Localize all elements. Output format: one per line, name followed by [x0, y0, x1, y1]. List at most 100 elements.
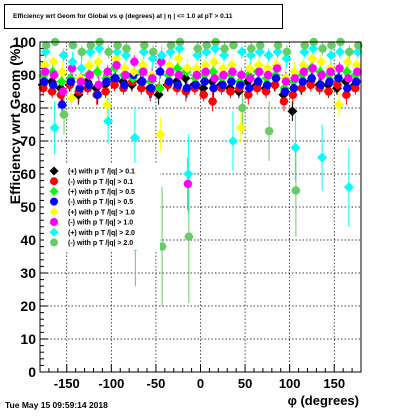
data-point — [333, 80, 342, 90]
data-point — [262, 80, 272, 90]
data-point — [281, 77, 291, 86]
data-point — [147, 53, 158, 64]
title-box: Efficiency wrt Geom for Global vs φ (deg… — [4, 4, 283, 29]
data-point — [138, 46, 149, 57]
data-point — [200, 60, 211, 71]
data-point — [210, 43, 221, 54]
data-point — [307, 53, 318, 64]
data-point — [226, 87, 235, 96]
data-point — [191, 80, 200, 90]
data-point — [85, 46, 96, 57]
data-point — [154, 83, 165, 94]
data-point — [354, 41, 363, 50]
data-point — [84, 80, 93, 90]
legend-marker — [49, 207, 59, 217]
data-point — [256, 41, 265, 50]
data-point — [219, 50, 230, 61]
y-tick-label: 80 — [20, 100, 36, 116]
data-point — [157, 242, 167, 251]
data-point — [352, 77, 361, 86]
data-point — [272, 64, 282, 73]
data-point — [77, 47, 87, 57]
data-point — [67, 56, 78, 67]
data-point — [192, 50, 203, 61]
y-tick-label: 30 — [20, 265, 36, 281]
data-point — [317, 70, 326, 80]
data-point — [138, 77, 147, 86]
data-point — [92, 66, 103, 77]
y-tick-label: 90 — [20, 67, 36, 83]
data-point — [111, 74, 120, 83]
data-point — [68, 41, 78, 50]
data-point — [236, 46, 247, 57]
data-point — [182, 84, 192, 93]
data-point — [209, 56, 220, 67]
data-point — [198, 83, 209, 94]
data-point — [263, 50, 274, 61]
data-point — [210, 74, 219, 83]
data-point — [110, 80, 119, 90]
data-point — [120, 50, 131, 61]
data-point — [139, 67, 148, 76]
data-point — [183, 179, 193, 189]
data-point — [298, 77, 307, 86]
y-tick-label: 60 — [20, 166, 36, 182]
data-point — [289, 84, 299, 93]
data-point — [245, 50, 256, 61]
data-point — [148, 74, 157, 83]
data-point — [326, 50, 337, 61]
data-point — [192, 70, 201, 80]
y-axis-label: Efficiency wrt Geom (%) — [7, 44, 23, 204]
y-tick-label: 100 — [13, 34, 37, 50]
data-point — [351, 84, 360, 93]
x-tick-label: -50 — [147, 376, 166, 391]
data-point — [153, 89, 164, 100]
data-point — [66, 93, 77, 104]
data-point — [174, 43, 185, 54]
data-point — [255, 67, 264, 76]
data-point — [290, 74, 300, 83]
data-point — [288, 90, 298, 100]
data-point — [182, 63, 193, 74]
data-point — [307, 74, 316, 83]
data-point — [220, 44, 229, 53]
data-point — [291, 186, 301, 195]
data-point — [228, 67, 237, 76]
data-point — [300, 41, 309, 50]
x-tick-label: 50 — [238, 376, 252, 391]
data-point — [308, 43, 319, 54]
data-point — [218, 63, 229, 74]
legend-marker — [49, 227, 59, 237]
data-point — [316, 56, 327, 67]
data-point — [201, 67, 210, 76]
data-point — [351, 60, 362, 71]
y-tick-label: 40 — [20, 232, 36, 248]
data-point — [112, 46, 123, 57]
data-point — [155, 67, 165, 76]
x-tick-label: 150 — [323, 376, 345, 391]
data-point — [308, 64, 317, 73]
data-point — [209, 84, 218, 93]
data-point — [103, 116, 114, 127]
data-point — [94, 80, 103, 90]
data-point — [344, 74, 353, 83]
data-point — [121, 70, 130, 80]
data-point — [57, 100, 67, 109]
data-point — [237, 70, 246, 80]
data-point — [229, 41, 238, 50]
data-point — [324, 87, 333, 96]
data-point — [40, 77, 49, 86]
data-point — [299, 67, 308, 76]
y-tick-label: 10 — [20, 331, 36, 347]
data-point — [246, 74, 255, 83]
x-tick-label: -150 — [54, 376, 80, 391]
data-point — [128, 66, 139, 77]
data-point — [103, 67, 112, 76]
data-point — [129, 132, 140, 143]
data-point — [58, 50, 69, 61]
data-point — [111, 53, 122, 64]
data-point — [297, 84, 306, 93]
legend-label: (-) with p T /|q| > 2.0 — [68, 240, 133, 247]
